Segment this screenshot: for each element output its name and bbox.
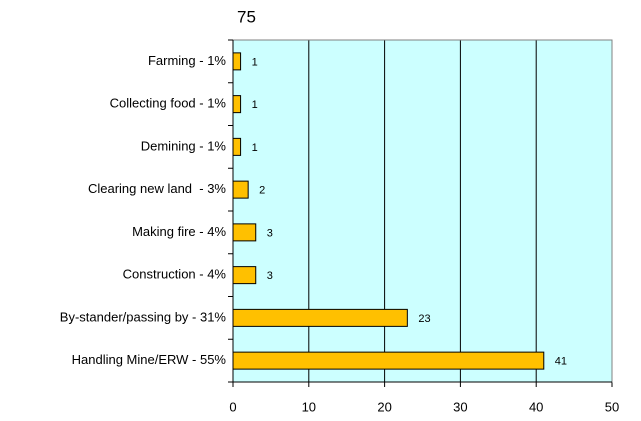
bar <box>232 266 257 285</box>
x-tick-label: 0 <box>229 399 236 414</box>
y-tick-label: Demining - 1% <box>141 138 227 153</box>
y-tick-label: Handling Mine/ERW - 55% <box>72 352 227 367</box>
value-label: 2 <box>259 185 265 197</box>
bar <box>232 223 257 242</box>
value-label: 3 <box>267 227 273 239</box>
bar <box>232 351 545 370</box>
y-tick-label: Farming - 1% <box>148 53 226 68</box>
bar <box>232 95 242 114</box>
y-tick-label: Construction - 4% <box>123 267 227 282</box>
bar <box>232 180 249 199</box>
plot-area <box>233 40 612 382</box>
value-label: 41 <box>555 356 567 368</box>
chart-title: 75 <box>237 7 256 26</box>
bar <box>232 137 242 156</box>
y-tick-label: Making fire - 4% <box>132 224 226 239</box>
bar <box>232 308 408 327</box>
y-tick-label: Collecting food - 1% <box>110 96 227 111</box>
y-tick-label: By-stander/passing by - 31% <box>60 309 227 324</box>
bar <box>232 52 242 71</box>
x-tick-label: 10 <box>302 399 316 414</box>
value-label: 3 <box>267 270 273 282</box>
x-tick-label: 30 <box>453 399 467 414</box>
value-label: 1 <box>252 99 258 111</box>
x-tick-label: 20 <box>377 399 391 414</box>
value-label: 23 <box>418 313 430 325</box>
value-label: 1 <box>252 56 258 68</box>
value-label: 1 <box>252 142 258 154</box>
y-tick-label: Clearing new land - 3% <box>88 181 226 196</box>
x-tick-label: 40 <box>529 399 543 414</box>
x-tick-label: 50 <box>605 399 619 414</box>
